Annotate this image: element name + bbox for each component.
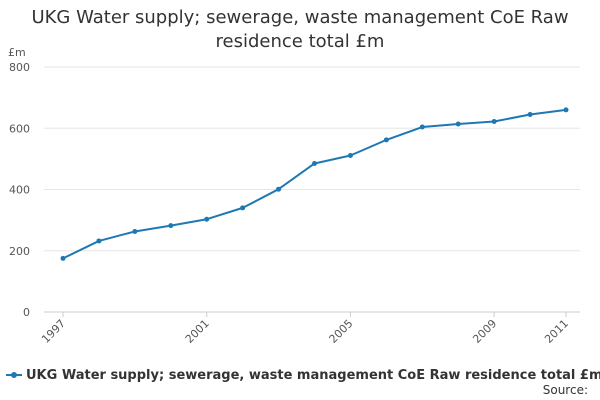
data-point bbox=[419, 124, 425, 130]
y-tick-label: 800 bbox=[9, 61, 30, 74]
y-tick-label: 600 bbox=[9, 122, 30, 135]
y-tick-label: 400 bbox=[9, 184, 30, 197]
data-point bbox=[60, 255, 66, 261]
data-point bbox=[491, 119, 497, 125]
x-tick-label: 2001 bbox=[183, 317, 212, 346]
data-point bbox=[96, 238, 102, 244]
data-point bbox=[527, 111, 533, 117]
x-tick-label: 2005 bbox=[327, 317, 356, 346]
chart-title-line-1: UKG Water supply; sewerage, waste manage… bbox=[31, 7, 569, 28]
data-point bbox=[168, 223, 174, 229]
chart-title: UKG Water supply; sewerage, waste manage… bbox=[0, 6, 600, 54]
x-axis-ticks: 1997 2001 2005 2009 2011 bbox=[39, 312, 571, 346]
series-line bbox=[62, 108, 567, 260]
x-tick-label: 2011 bbox=[542, 317, 571, 346]
data-point bbox=[276, 186, 282, 192]
chart-title-line-2: residence total £m bbox=[215, 31, 385, 52]
source-label: Source: bbox=[542, 383, 588, 397]
y-tick-label: 200 bbox=[9, 245, 30, 258]
data-point bbox=[383, 137, 389, 143]
gridlines bbox=[44, 66, 580, 313]
data-point bbox=[347, 153, 353, 159]
x-tick-label: 2009 bbox=[470, 317, 499, 346]
data-point bbox=[563, 107, 569, 113]
legend-label: UKG Water supply; sewerage, waste manage… bbox=[26, 367, 600, 383]
y-tick-label: 0 bbox=[23, 306, 30, 319]
data-point bbox=[204, 216, 210, 222]
x-tick-label: 1997 bbox=[39, 317, 68, 346]
data-point bbox=[132, 228, 138, 234]
legend: UKG Water supply; sewerage, waste manage… bbox=[6, 366, 600, 384]
y-axis-ticks: 0 200 400 600 800 bbox=[9, 61, 30, 319]
legend-swatch bbox=[6, 370, 22, 380]
data-point bbox=[240, 205, 246, 211]
series-group bbox=[60, 107, 569, 261]
data-point bbox=[455, 121, 461, 127]
y-axis-unit: £m bbox=[8, 46, 26, 59]
data-point bbox=[312, 160, 317, 166]
